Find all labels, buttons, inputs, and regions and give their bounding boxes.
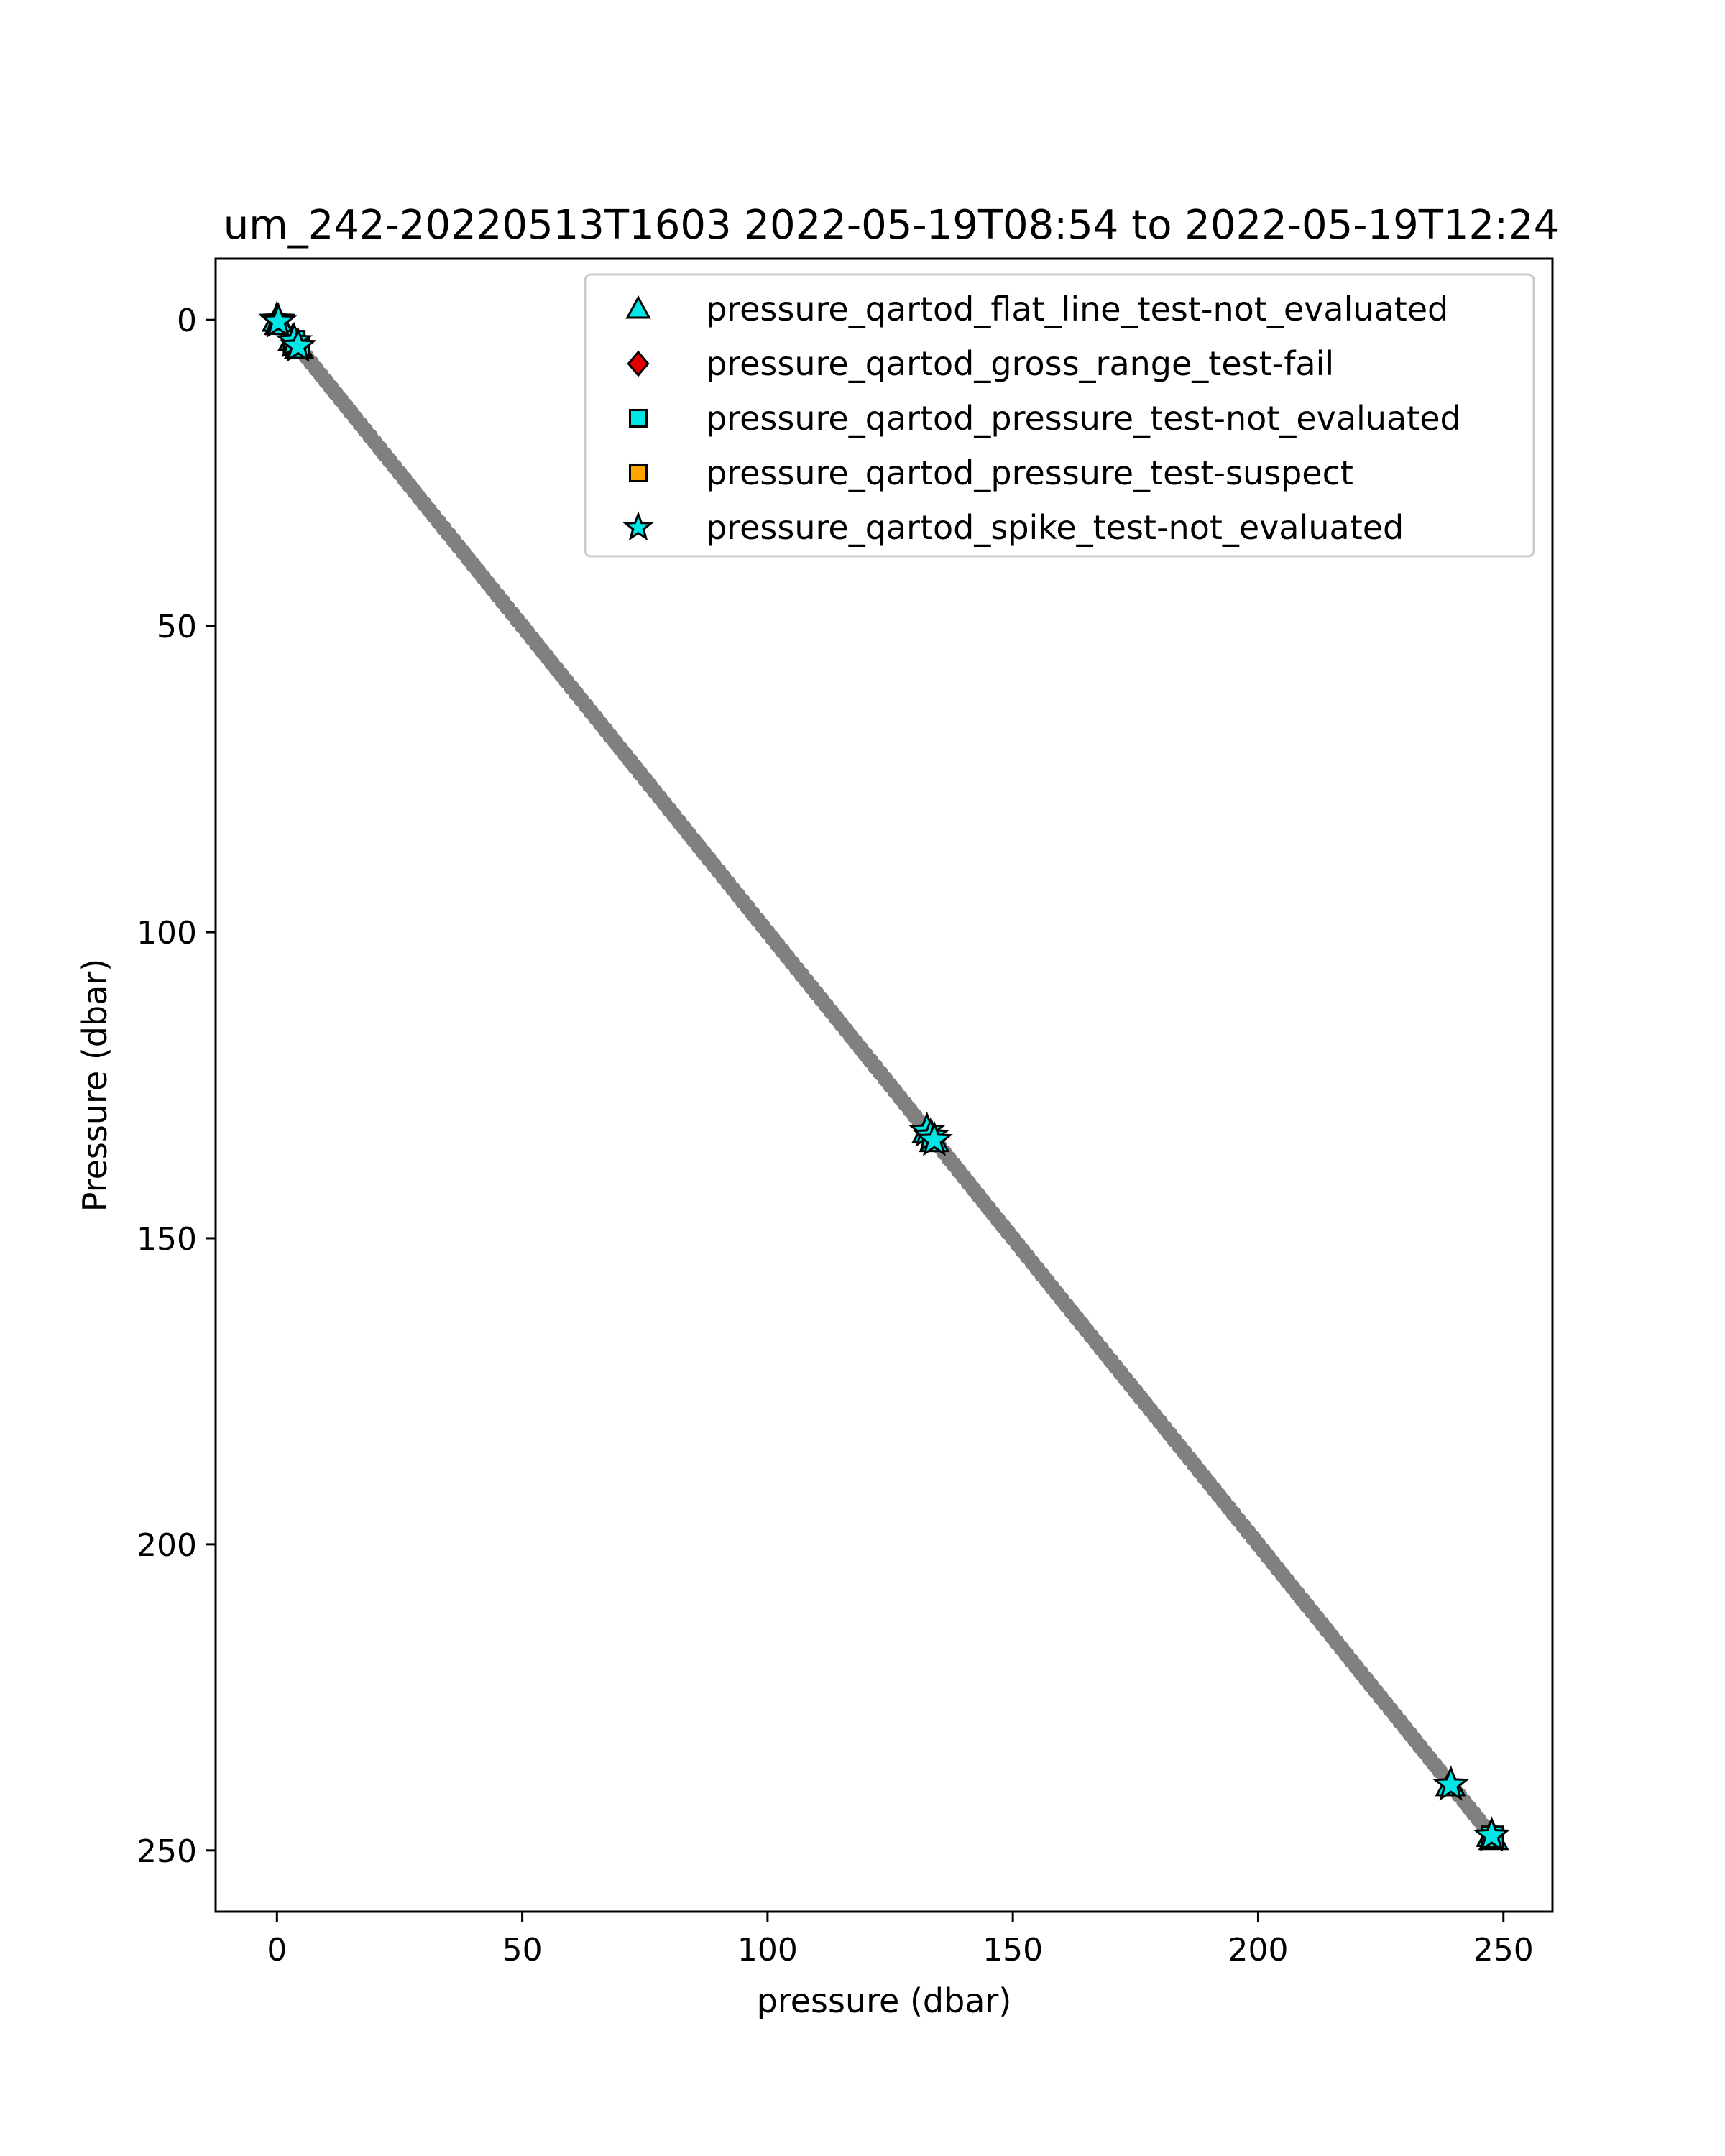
x-tick-label: 200 <box>1228 1932 1288 1968</box>
x-axis: 0 50 100 150 200 250 <box>267 1912 1534 1968</box>
star-marker <box>1432 1765 1470 1801</box>
legend-frame <box>584 273 1535 558</box>
y-tick-label: 200 <box>137 1527 197 1564</box>
legend-label: pressure_qartod_pressure_test-suspect <box>706 453 1353 492</box>
legend-entry: pressure_qartod_pressure_test-not_evalua… <box>628 399 1461 438</box>
legend-square-icon <box>628 408 648 428</box>
y-axis: 0 50 100 150 200 250 <box>137 303 216 1870</box>
legend-star-icon <box>622 511 654 541</box>
star-marker <box>259 302 298 338</box>
plot-frame <box>214 257 1554 1913</box>
x-axis-label: pressure (dbar) <box>757 1981 1012 2020</box>
legend-square-icon <box>628 463 648 483</box>
legend-label: pressure_qartod_gross_range_test-fail <box>706 344 1334 383</box>
legend-entry: pressure_qartod_flat_line_test-not_evalu… <box>625 290 1448 328</box>
legend-entry: pressure_qartod_spike_test-not_evaluated <box>622 508 1404 547</box>
star-marker <box>916 1120 953 1156</box>
chart-title: um_242-20220513T1603 2022-05-19T08:54 to… <box>224 202 1560 249</box>
legend-label: pressure_qartod_flat_line_test-not_evalu… <box>706 290 1448 328</box>
star-marker <box>279 326 317 362</box>
legend-diamond-icon <box>627 350 650 377</box>
x-tick-label: 250 <box>1473 1932 1534 1968</box>
legend-label: pressure_qartod_spike_test-not_evaluated <box>706 508 1404 547</box>
legend: pressure_qartod_flat_line_test-not_evalu… <box>584 273 1535 558</box>
star-marker <box>1473 1816 1511 1852</box>
legend-entry: pressure_qartod_gross_range_test-fail <box>627 344 1334 383</box>
x-tick-label: 0 <box>267 1932 287 1968</box>
y-axis-label: Pressure (dbar) <box>75 959 114 1212</box>
x-tick-label: 100 <box>737 1932 798 1968</box>
flag-markers-layer <box>258 300 1511 1852</box>
legend-entry: pressure_qartod_pressure_test-suspect <box>628 453 1353 492</box>
y-tick-label: 100 <box>137 915 197 952</box>
y-tick-label: 0 <box>177 303 197 339</box>
x-tick-label: 50 <box>502 1932 543 1968</box>
x-tick-label: 150 <box>983 1932 1043 1968</box>
y-tick-label: 50 <box>157 609 197 645</box>
y-tick-label: 250 <box>137 1833 197 1870</box>
legend-label: pressure_qartod_pressure_test-not_evalua… <box>706 399 1461 438</box>
legend-triangle-icon <box>625 295 651 319</box>
y-tick-label: 150 <box>137 1221 197 1258</box>
